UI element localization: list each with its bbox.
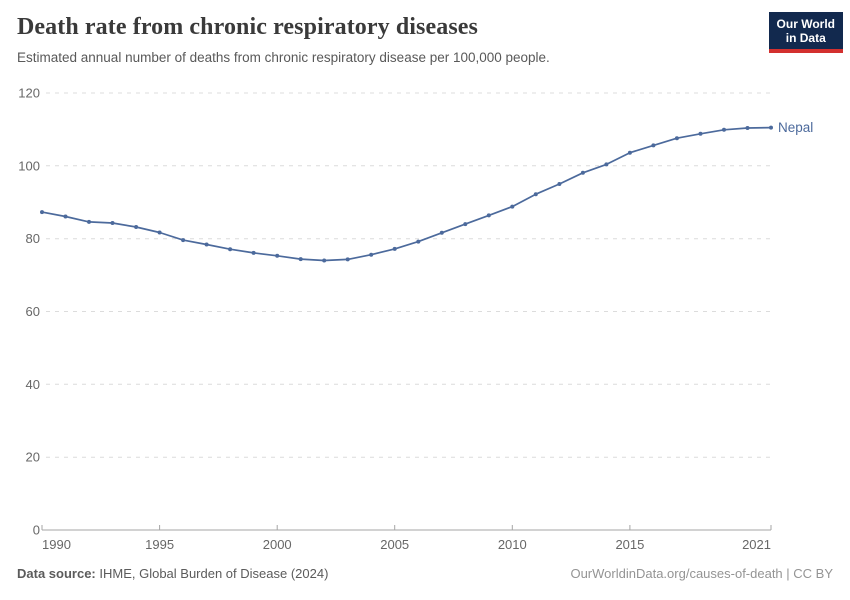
data-point <box>322 258 327 263</box>
data-point <box>745 126 750 130</box>
data-point <box>63 214 68 219</box>
series-label: Nepal <box>778 120 813 135</box>
owid-logo-line1: Our World <box>776 17 835 31</box>
data-point <box>769 125 773 130</box>
data-point <box>204 242 209 247</box>
data-point <box>557 182 562 186</box>
x-tick-label: 1990 <box>42 537 71 552</box>
chart-footer: Data source: IHME, Global Burden of Dise… <box>17 566 833 582</box>
y-axis-grid: 0 20 40 60 80 100 120 <box>18 86 770 538</box>
data-point <box>510 204 515 209</box>
chart-header: Death rate from chronic respiratory dise… <box>17 14 755 67</box>
data-point <box>392 246 397 251</box>
page-title: Death rate from chronic respiratory dise… <box>17 14 478 40</box>
x-tick-label: 2010 <box>498 537 527 552</box>
data-point <box>439 230 444 235</box>
data-point <box>181 238 186 243</box>
data-point <box>134 225 139 229</box>
data-points <box>40 125 773 263</box>
owid-logo[interactable]: Our World in Data <box>768 12 843 53</box>
data-point <box>533 192 538 197</box>
data-point <box>722 127 726 132</box>
y-tick-label: 80 <box>26 231 40 246</box>
data-point <box>604 162 609 167</box>
data-point <box>486 213 491 218</box>
credit-link[interactable]: OurWorldinData.org/causes-of-death | CC … <box>570 566 833 581</box>
data-point <box>298 257 303 262</box>
data-point <box>157 230 162 235</box>
x-axis: 1990 1995 2000 2005 2010 2015 2021 <box>41 525 772 552</box>
y-tick-label: 60 <box>26 304 40 319</box>
y-tick-label: 100 <box>18 158 40 173</box>
x-tick-label: 2021 <box>742 537 771 552</box>
data-point <box>228 247 233 252</box>
owid-logo-line2: in Data <box>785 31 826 45</box>
data-point <box>627 150 632 155</box>
y-tick-label: 0 <box>33 523 40 538</box>
y-tick-label: 40 <box>26 377 40 392</box>
data-point <box>416 239 421 244</box>
data-point <box>580 170 585 175</box>
data-line <box>41 126 772 262</box>
data-point <box>369 252 374 257</box>
y-tick-label: 120 <box>18 86 40 101</box>
data-point <box>251 250 256 255</box>
data-point <box>698 131 703 136</box>
x-tick-label: 1995 <box>145 537 174 552</box>
data-point <box>40 210 44 215</box>
x-tick-label: 2005 <box>380 537 409 552</box>
data-point <box>275 253 280 258</box>
data-point <box>674 136 679 141</box>
data-point <box>87 219 91 224</box>
data-source: Data source: IHME, Global Burden of Dise… <box>17 566 328 582</box>
y-tick-label: 20 <box>26 450 40 465</box>
data-point <box>345 257 350 262</box>
x-tick-label: 2000 <box>263 537 292 552</box>
data-source-label: Data source: <box>17 566 96 581</box>
data-point <box>110 221 115 225</box>
data-point <box>651 143 656 148</box>
data-point <box>463 222 468 227</box>
data-source-text: IHME, Global Burden of Disease (2024) <box>95 566 329 581</box>
x-tick-label: 2015 <box>615 537 644 552</box>
chart-subtitle: Estimated annual number of deaths from c… <box>17 50 550 66</box>
